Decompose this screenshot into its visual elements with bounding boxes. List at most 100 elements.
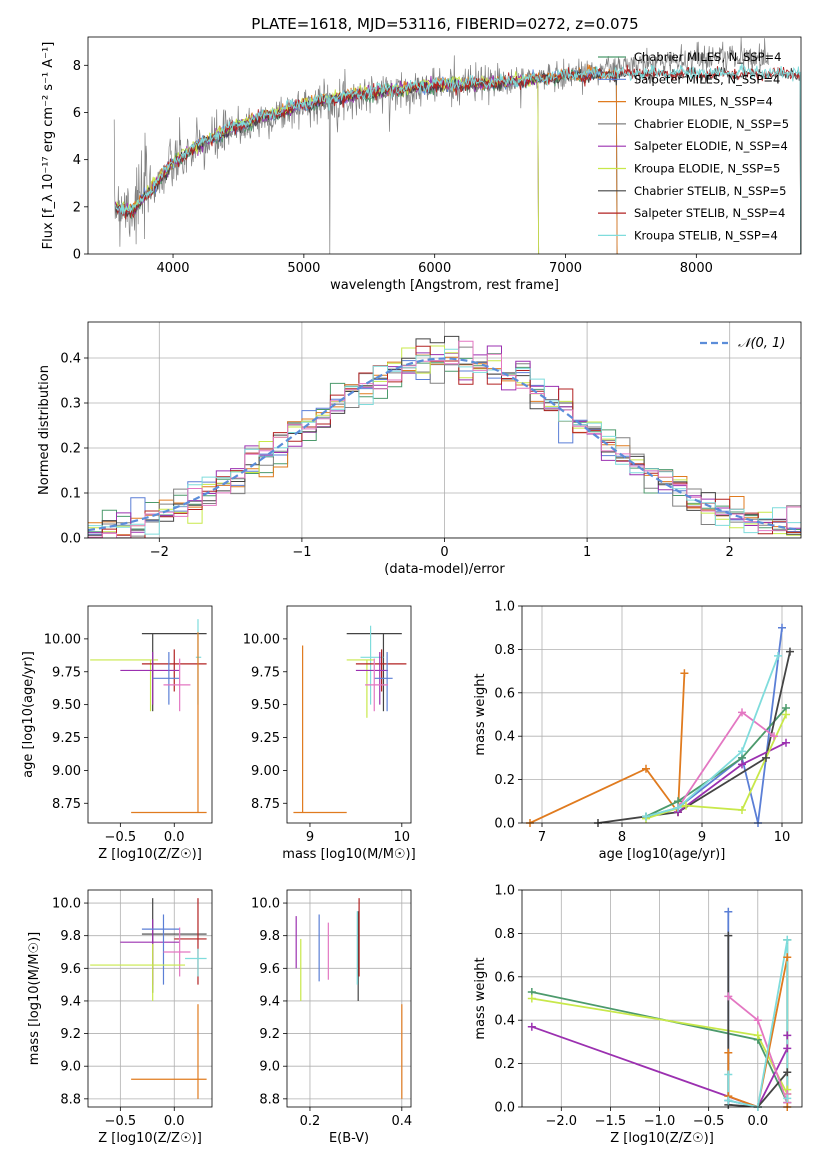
tick-label-y: 9.2 — [60, 1027, 81, 1042]
tick-label-y: 10.0 — [52, 897, 81, 912]
tick-label-y: 0.6 — [494, 970, 515, 985]
tick-label-y: 0.6 — [494, 686, 515, 701]
axis-label-y: mass weight — [473, 957, 488, 1039]
panel-weight-vs-z: −2.0 −1.5 −1.0 −0.5 0.0 0.0 0.2 0.4 0.6 0.8 1.0 Z [… — [473, 884, 803, 1146]
legend-label: Salpeter ELODIE, N_SSP=4 — [634, 139, 788, 153]
axes-frame — [87, 36, 802, 255]
tick-label-y: 9.8 — [259, 929, 280, 944]
plot-area — [287, 890, 411, 1107]
tick-label-y: 9.00 — [52, 764, 81, 779]
residual-histogram — [88, 346, 801, 538]
tick-label-x: 5000 — [287, 261, 320, 276]
tick-label-x: 0.2 — [300, 1114, 321, 1129]
tick-label-y: 8.75 — [52, 797, 81, 812]
mass-weight-marker — [753, 1016, 762, 1025]
mass-weight-marker — [724, 1070, 733, 1079]
mass-weight-marker — [783, 1094, 792, 1103]
axes-frame — [87, 321, 802, 539]
tick-label-x: 6000 — [418, 261, 451, 276]
tick-label-y: 2 — [73, 200, 81, 215]
tick-label-y: 9.0 — [60, 1060, 81, 1075]
legend-label: Salpeter MILES, N_SSP=4 — [634, 72, 780, 86]
mass-weight-marker — [782, 738, 790, 747]
mass-weight-marker — [783, 953, 792, 962]
mass-weight-marker — [527, 1022, 536, 1031]
legend-label: Kroupa MILES, N_SSP=4 — [634, 95, 773, 109]
mass-weight-marker — [738, 747, 746, 756]
tick-label-y: 0.1 — [60, 487, 81, 502]
tick-label-x: 4000 — [156, 261, 189, 276]
tick-label-y: 0.2 — [494, 1057, 515, 1072]
tick-label-y: 8.8 — [60, 1092, 81, 1107]
tick-label-x: 0.4 — [391, 1114, 412, 1129]
tick-label-y: 0.3 — [60, 397, 81, 412]
tick-label-y: 9.75 — [251, 665, 280, 680]
mass-weight-marker — [680, 669, 689, 678]
tick-label-x: −2.0 — [546, 1114, 578, 1129]
mass-weight-marker — [674, 803, 682, 812]
legend-label: Kroupa STELIB, N_SSP=4 — [634, 228, 778, 242]
plot-area — [113, 37, 801, 254]
tick-label-y: 0.0 — [494, 1101, 515, 1116]
plot-area — [88, 890, 212, 1107]
tick-label-y: 8.75 — [251, 797, 280, 812]
tick-label-x: −0.5 — [105, 830, 137, 845]
mass-weight-marker — [738, 760, 746, 769]
axis-label-y: mass [log10(M/M☉)] — [27, 932, 42, 1065]
tick-label-x: 7 — [538, 830, 546, 845]
axis-label-y: Flux [f_λ 10⁻¹⁷ erg cm⁻² s⁻¹ A⁻¹] — [41, 42, 56, 250]
panel-age-vs-mass: 9 10 8.75 9.00 9.25 9.50 9.75 10.00 mass [log10(… — [243, 605, 416, 862]
tick-label-x: 10 — [394, 830, 411, 845]
tick-label-x: 0 — [440, 545, 448, 560]
tick-label-y: 10.00 — [243, 632, 280, 647]
mass-weight-marker — [782, 710, 790, 719]
tick-label-y: 0.2 — [60, 442, 81, 457]
mass-weight-line — [677, 711, 775, 809]
tick-label-y: 0.8 — [494, 643, 515, 658]
mass-weight-line — [645, 627, 783, 823]
model-spectrum-line — [115, 63, 801, 254]
tick-label-y: 9.25 — [52, 731, 81, 746]
tick-label-x: 9 — [306, 830, 314, 845]
tick-label-y: 0.0 — [60, 532, 81, 547]
mass-weight-marker — [778, 623, 786, 632]
panel-residuals: −2 −1 0 1 2 0.0 0.1 0.2 0.3 0.4 (data-model)/error… — [37, 321, 802, 577]
tick-label-y: 0.4 — [494, 730, 515, 745]
tick-label-y: 6 — [73, 106, 81, 121]
tick-label-x: 9 — [698, 830, 706, 845]
mass-weight-marker — [762, 753, 770, 762]
panel-weight-vs-age: 7 8 9 10 0.0 0.2 0.4 0.6 0.8 1.0 age [log10(age/yr… — [473, 600, 803, 862]
mass-weight-marker — [738, 805, 746, 814]
mass-weight-marker — [783, 935, 792, 944]
tick-label-y: 9.50 — [52, 698, 81, 713]
observed-spectrum — [113, 37, 769, 254]
mass-weight-line — [727, 939, 789, 1107]
axis-label-x: age [log10(age/yr)] — [599, 847, 726, 862]
axes-frame — [286, 605, 412, 824]
legend-label: Salpeter STELIB, N_SSP=4 — [634, 206, 785, 220]
mass-weight-line — [645, 655, 779, 818]
mass-weight-line — [597, 651, 791, 823]
axis-label-x: mass [log10(M/M☉)] — [282, 847, 415, 862]
legend-label: Chabrier ELODIE, N_SSP=5 — [634, 117, 789, 131]
tick-label-x: −1.5 — [595, 1114, 627, 1129]
tick-label-x: 8000 — [680, 261, 713, 276]
legend-label: Kroupa ELODIE, N_SSP=5 — [634, 162, 780, 176]
tick-label-y: 9.25 — [251, 731, 280, 746]
plot-area — [293, 625, 407, 814]
legend-label: Chabrier MILES, N_SSP=4 — [634, 50, 781, 64]
axes-frame — [521, 889, 803, 1108]
axis-label-x: wavelength [Angstrom, rest frame] — [330, 278, 559, 293]
legend-label: 𝒩(0, 1) — [738, 336, 785, 351]
mass-weight-line — [645, 714, 787, 820]
tick-label-x: 8 — [618, 830, 626, 845]
residual-histogram — [88, 348, 801, 535]
residual-histogram — [88, 340, 801, 538]
mass-weight-marker — [642, 812, 650, 821]
mass-weight-marker — [724, 992, 733, 1001]
figure-title: PLATE=1618, MJD=53116, FIBERID=0272, z=0… — [251, 15, 638, 33]
tick-label-x: 0.0 — [164, 830, 185, 845]
tick-label-y: 9.8 — [60, 929, 81, 944]
axis-label-y: mass weight — [473, 673, 488, 755]
tick-label-x: 2 — [726, 545, 734, 560]
